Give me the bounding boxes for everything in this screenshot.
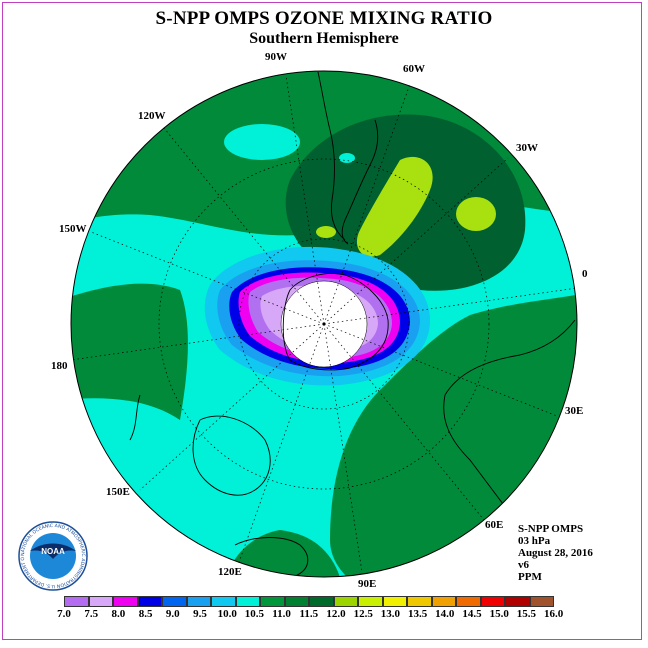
coastlines [129, 71, 576, 577]
label-60e: 60E [485, 519, 503, 531]
label-150w: 150W [59, 223, 87, 235]
map-border [70, 70, 578, 578]
meridian-30e [323, 323, 558, 417]
legend-swatch [431, 596, 456, 607]
label-30e: 30E [565, 405, 583, 417]
legend-swatch [137, 596, 162, 607]
meridian-120w [163, 127, 325, 325]
legend-tick: 12.5 [353, 608, 373, 620]
legend-tick: 11.5 [299, 608, 319, 620]
label-90w: 90W [265, 51, 287, 63]
meridian-90w [285, 75, 325, 325]
legend-swatch [456, 596, 481, 607]
legend-tick: 15.5 [516, 608, 537, 620]
legend-swatch [64, 596, 89, 607]
legend-swatch [113, 596, 138, 607]
info-units: PPM [518, 571, 542, 583]
coast-south-america-west [317, 71, 346, 241]
legend-tick: 9.0 [165, 608, 180, 620]
label-0: 0 [582, 268, 588, 280]
legend-swatch [529, 596, 554, 607]
south-pole-marker [322, 322, 326, 326]
legend-swatch [284, 596, 309, 607]
ozone-field [71, 71, 577, 577]
field-cyan-island-2 [339, 153, 355, 163]
legend-tick: 14.5 [462, 608, 482, 620]
legend-swatch [309, 596, 334, 607]
noaa-logo: NATIONAL OCEANIC AND ATMOSPHERIC ADMINIS… [18, 521, 88, 591]
legend-tick: 15.0 [489, 608, 509, 620]
label-120e: 120E [218, 566, 242, 578]
legend-swatch [480, 596, 505, 607]
latitude-circle-1 [238, 238, 410, 410]
meridian-150w [90, 231, 325, 325]
coast-new-guinea [234, 537, 309, 577]
latitude-circle-2 [158, 158, 490, 490]
label-60w: 60W [403, 63, 425, 75]
coast-australia [192, 415, 271, 496]
map-title: S-NPP OMPS OZONE MIXING RATIO [155, 8, 493, 29]
legend-tick: 10.5 [244, 608, 265, 620]
info-instrument: S-NPP OMPS [518, 523, 584, 535]
legend-swatch [333, 596, 358, 607]
legend-swatch [162, 596, 187, 607]
legend-tick: 13.0 [380, 608, 401, 620]
legend-swatch [211, 596, 236, 607]
label-30w: 30W [516, 142, 538, 154]
logo-text: NOAA [41, 547, 65, 556]
field-max-2 [456, 197, 496, 231]
map-subtitle: Southern Hemisphere [249, 30, 399, 47]
legend-tick: 7.5 [84, 608, 99, 620]
legend-swatch [382, 596, 407, 607]
field-green-left [71, 283, 188, 420]
legend-tick: 16.0 [543, 608, 564, 620]
legend-tick: 11.0 [272, 608, 291, 620]
label-90e: 90E [358, 578, 376, 590]
legend-swatch [358, 596, 383, 607]
field-cyan-island-1 [224, 124, 300, 160]
info-block: S-NPP OMPS 03 hPa August 28, 2016 v6 PPM [518, 523, 593, 583]
legend-tick: 8.5 [138, 608, 153, 620]
info-level: 03 hPa [518, 535, 551, 547]
info-version: v6 [518, 559, 529, 571]
legend-swatch [186, 596, 211, 607]
legend-swatch [407, 596, 432, 607]
field-max-1 [356, 156, 433, 257]
logo-bird [30, 543, 76, 559]
meridian-0 [323, 287, 578, 325]
field-max-3 [316, 226, 336, 238]
legend-tick: 7.0 [57, 608, 71, 620]
meridian-30w [323, 157, 509, 325]
coast-africa [443, 319, 576, 521]
legend-tick: 10.0 [217, 608, 237, 620]
legend-swatch [260, 596, 285, 607]
legend-tick: 13.5 [407, 608, 428, 620]
legend-tick: 8.0 [111, 608, 126, 620]
graticule [70, 75, 578, 573]
legend-tick: 14.0 [435, 608, 455, 620]
label-120w: 120W [138, 110, 166, 122]
coast-south-america-east [341, 119, 379, 245]
legend-tick: 12.0 [326, 608, 346, 620]
meridian-90e [323, 323, 363, 573]
meridian-60e [323, 323, 485, 521]
legend-ticks: 7.0 7.5 8.0 8.5 9.0 9.5 10.0 10.5 11.0 11.5 12.0 12… [52, 608, 612, 622]
coast-new-zealand [129, 394, 141, 441]
legend-swatch [88, 596, 113, 607]
legend-tick: 9.5 [193, 608, 207, 620]
coast-antarctica [282, 273, 389, 371]
meridian-60w [323, 83, 411, 325]
legend-swatch [235, 596, 260, 607]
meridian-180 [70, 323, 325, 361]
field-green-bottom [220, 530, 345, 577]
meridian-150e [139, 323, 325, 491]
color-legend [64, 596, 554, 608]
legend-swatch [505, 596, 530, 607]
label-180: 180 [51, 360, 68, 372]
label-150e: 150E [106, 486, 130, 498]
info-date: August 28, 2016 [518, 547, 593, 559]
